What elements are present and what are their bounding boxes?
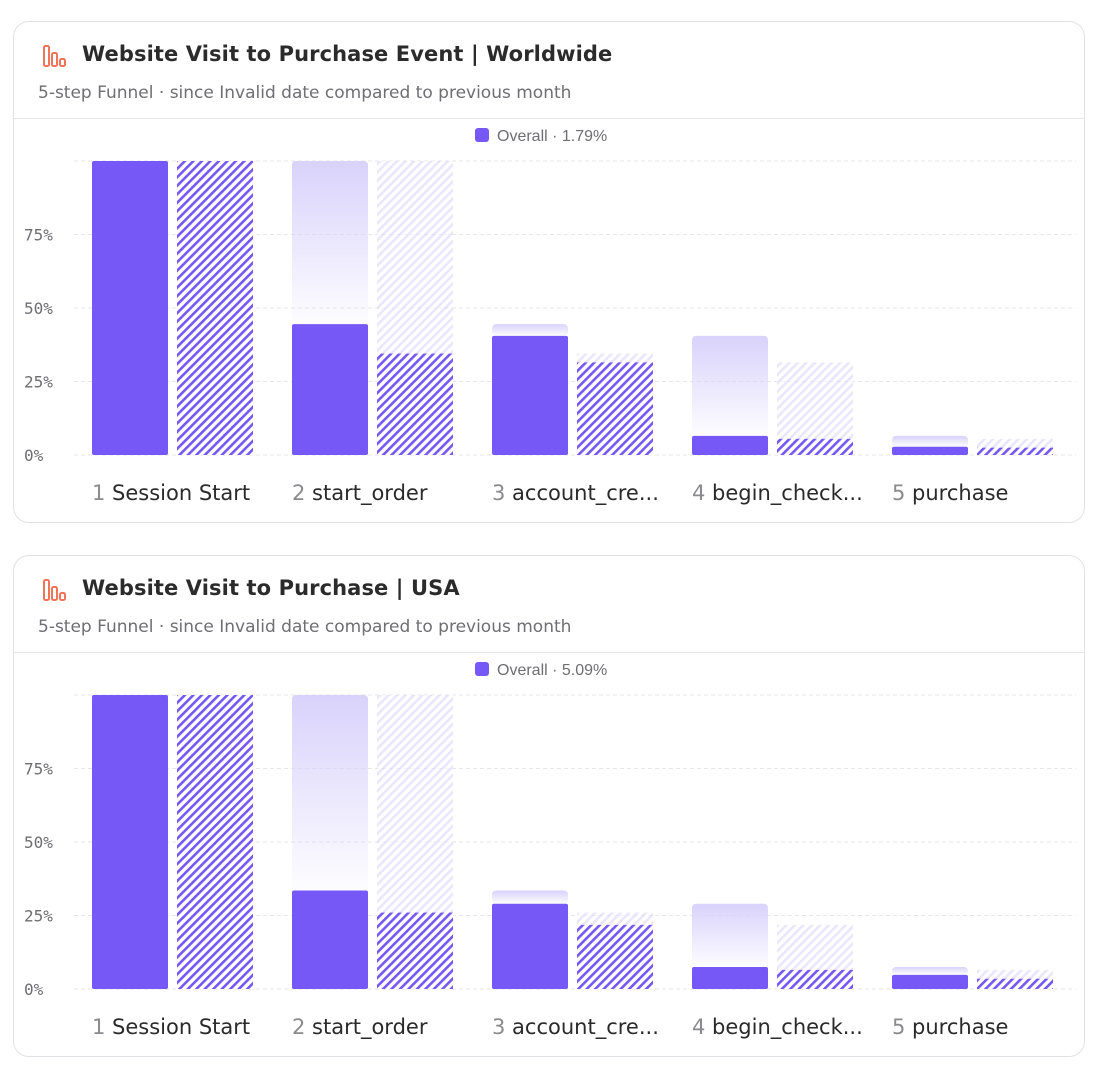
bar-current <box>292 890 368 989</box>
dropoff-bar-previous <box>777 924 853 970</box>
step-label: 5 purchase <box>892 481 1008 505</box>
step-number: 3 <box>492 1015 512 1039</box>
bar-current <box>892 446 968 455</box>
funnel-bars-icon <box>43 579 66 601</box>
bar-current <box>492 335 568 455</box>
dropoff-bar <box>692 903 768 967</box>
step-number: 2 <box>292 1015 312 1039</box>
legend-swatch <box>475 662 489 676</box>
step-number: 4 <box>692 481 712 505</box>
dropoff-bar-previous <box>577 912 653 925</box>
step-number: 5 <box>892 481 912 505</box>
bar-previous <box>177 695 253 989</box>
bar-current <box>92 695 168 989</box>
dropoff-bar-previous <box>377 161 453 354</box>
y-tick-label: 50% <box>24 833 53 852</box>
funnel-bars-icon <box>43 45 66 67</box>
bar-current <box>292 324 368 455</box>
dropoff-bar <box>692 335 768 436</box>
step-name: begin_check... <box>712 1015 863 1040</box>
step-label: 2 start_order <box>292 1015 428 1040</box>
dropoff-bar <box>292 695 368 891</box>
funnel-chart: Overall · 5.09% 0% 25% 50% 75% 1 Session Star… <box>24 662 1076 1040</box>
step-name: purchase <box>912 481 1008 505</box>
card-subtitle: 5-step Funnel · since Invalid date compa… <box>38 617 572 637</box>
step-number: 5 <box>892 1015 912 1039</box>
bar-previous <box>977 447 1053 455</box>
bar-current <box>92 161 168 455</box>
step-name: account_cre... <box>512 481 659 506</box>
step-label: 3 account_cre... <box>492 481 659 506</box>
card-title[interactable]: Website Visit to Purchase | USA <box>82 576 460 600</box>
step-label: 5 purchase <box>892 1015 1008 1039</box>
step-number: 3 <box>492 481 512 505</box>
card-subtitle: 5-step Funnel · since Invalid date compa… <box>38 83 572 103</box>
step-name: account_cre... <box>512 1015 659 1040</box>
dropoff-bar-previous <box>977 438 1053 448</box>
step-label: 2 start_order <box>292 481 428 506</box>
dropoff-bar <box>492 324 568 336</box>
y-tick-label: 50% <box>24 299 53 318</box>
dropoff-bar-previous <box>377 695 453 913</box>
step-label: 1 Session Start <box>92 481 250 505</box>
y-tick-label: 25% <box>24 373 53 392</box>
y-tick-label: 0% <box>24 446 44 465</box>
dropoff-bar <box>292 161 368 325</box>
bar-current <box>692 435 768 455</box>
dropoff-bar-previous <box>777 362 853 439</box>
card-header: Website Visit to Purchase Event | Worldw… <box>14 22 1084 119</box>
card-title[interactable]: Website Visit to Purchase Event | Worldw… <box>82 42 613 66</box>
y-tick-label: 75% <box>24 760 53 779</box>
step-number: 1 <box>92 481 112 505</box>
dropoff-bar <box>892 435 968 447</box>
step-name: start_order <box>312 481 428 506</box>
bar-previous <box>377 912 453 989</box>
bar-previous <box>777 969 853 989</box>
dropoff-bar <box>492 890 568 904</box>
dropoff-bar <box>892 966 968 975</box>
legend-label: Overall · 1.79% <box>497 128 607 145</box>
y-tick-label: 0% <box>24 980 44 999</box>
y-tick-label: 25% <box>24 907 53 926</box>
funnel-card-worldwide: Website Visit to Purchase Event | Worldw… <box>13 21 1085 523</box>
bar-previous <box>577 362 653 455</box>
legend[interactable]: Overall · 5.09% <box>475 662 607 679</box>
y-tick-label: 75% <box>24 226 53 245</box>
step-number: 2 <box>292 481 312 505</box>
legend[interactable]: Overall · 1.79% <box>475 128 607 145</box>
bar-previous <box>777 438 853 455</box>
step-name: Session Start <box>112 1015 250 1039</box>
dropoff-bar-previous <box>577 353 653 363</box>
dropoff-bar-previous <box>977 969 1053 979</box>
step-name: start_order <box>312 1015 428 1040</box>
bar-previous <box>377 353 453 455</box>
funnel-chart: Overall · 1.79% 0% 25% 50% 75% 1 Session Star… <box>24 128 1076 506</box>
step-label: 1 Session Start <box>92 1015 250 1039</box>
step-name: begin_check... <box>712 481 863 506</box>
bar-previous <box>577 924 653 989</box>
legend-label: Overall · 5.09% <box>497 662 607 679</box>
bar-previous <box>177 161 253 455</box>
bar-previous <box>977 978 1053 989</box>
step-label: 3 account_cre... <box>492 1015 659 1040</box>
legend-swatch <box>475 128 489 142</box>
bar-current <box>892 974 968 989</box>
step-name: purchase <box>912 1015 1008 1039</box>
funnel-card-usa: Website Visit to Purchase | USA 5-step F… <box>13 555 1085 1057</box>
step-number: 4 <box>692 1015 712 1039</box>
card-header: Website Visit to Purchase | USA 5-step F… <box>14 556 1084 653</box>
step-label: 4 begin_check... <box>692 1015 863 1040</box>
step-number: 1 <box>92 1015 112 1039</box>
step-label: 4 begin_check... <box>692 481 863 506</box>
step-name: Session Start <box>112 481 250 505</box>
bar-current <box>692 966 768 989</box>
bar-current <box>492 903 568 989</box>
